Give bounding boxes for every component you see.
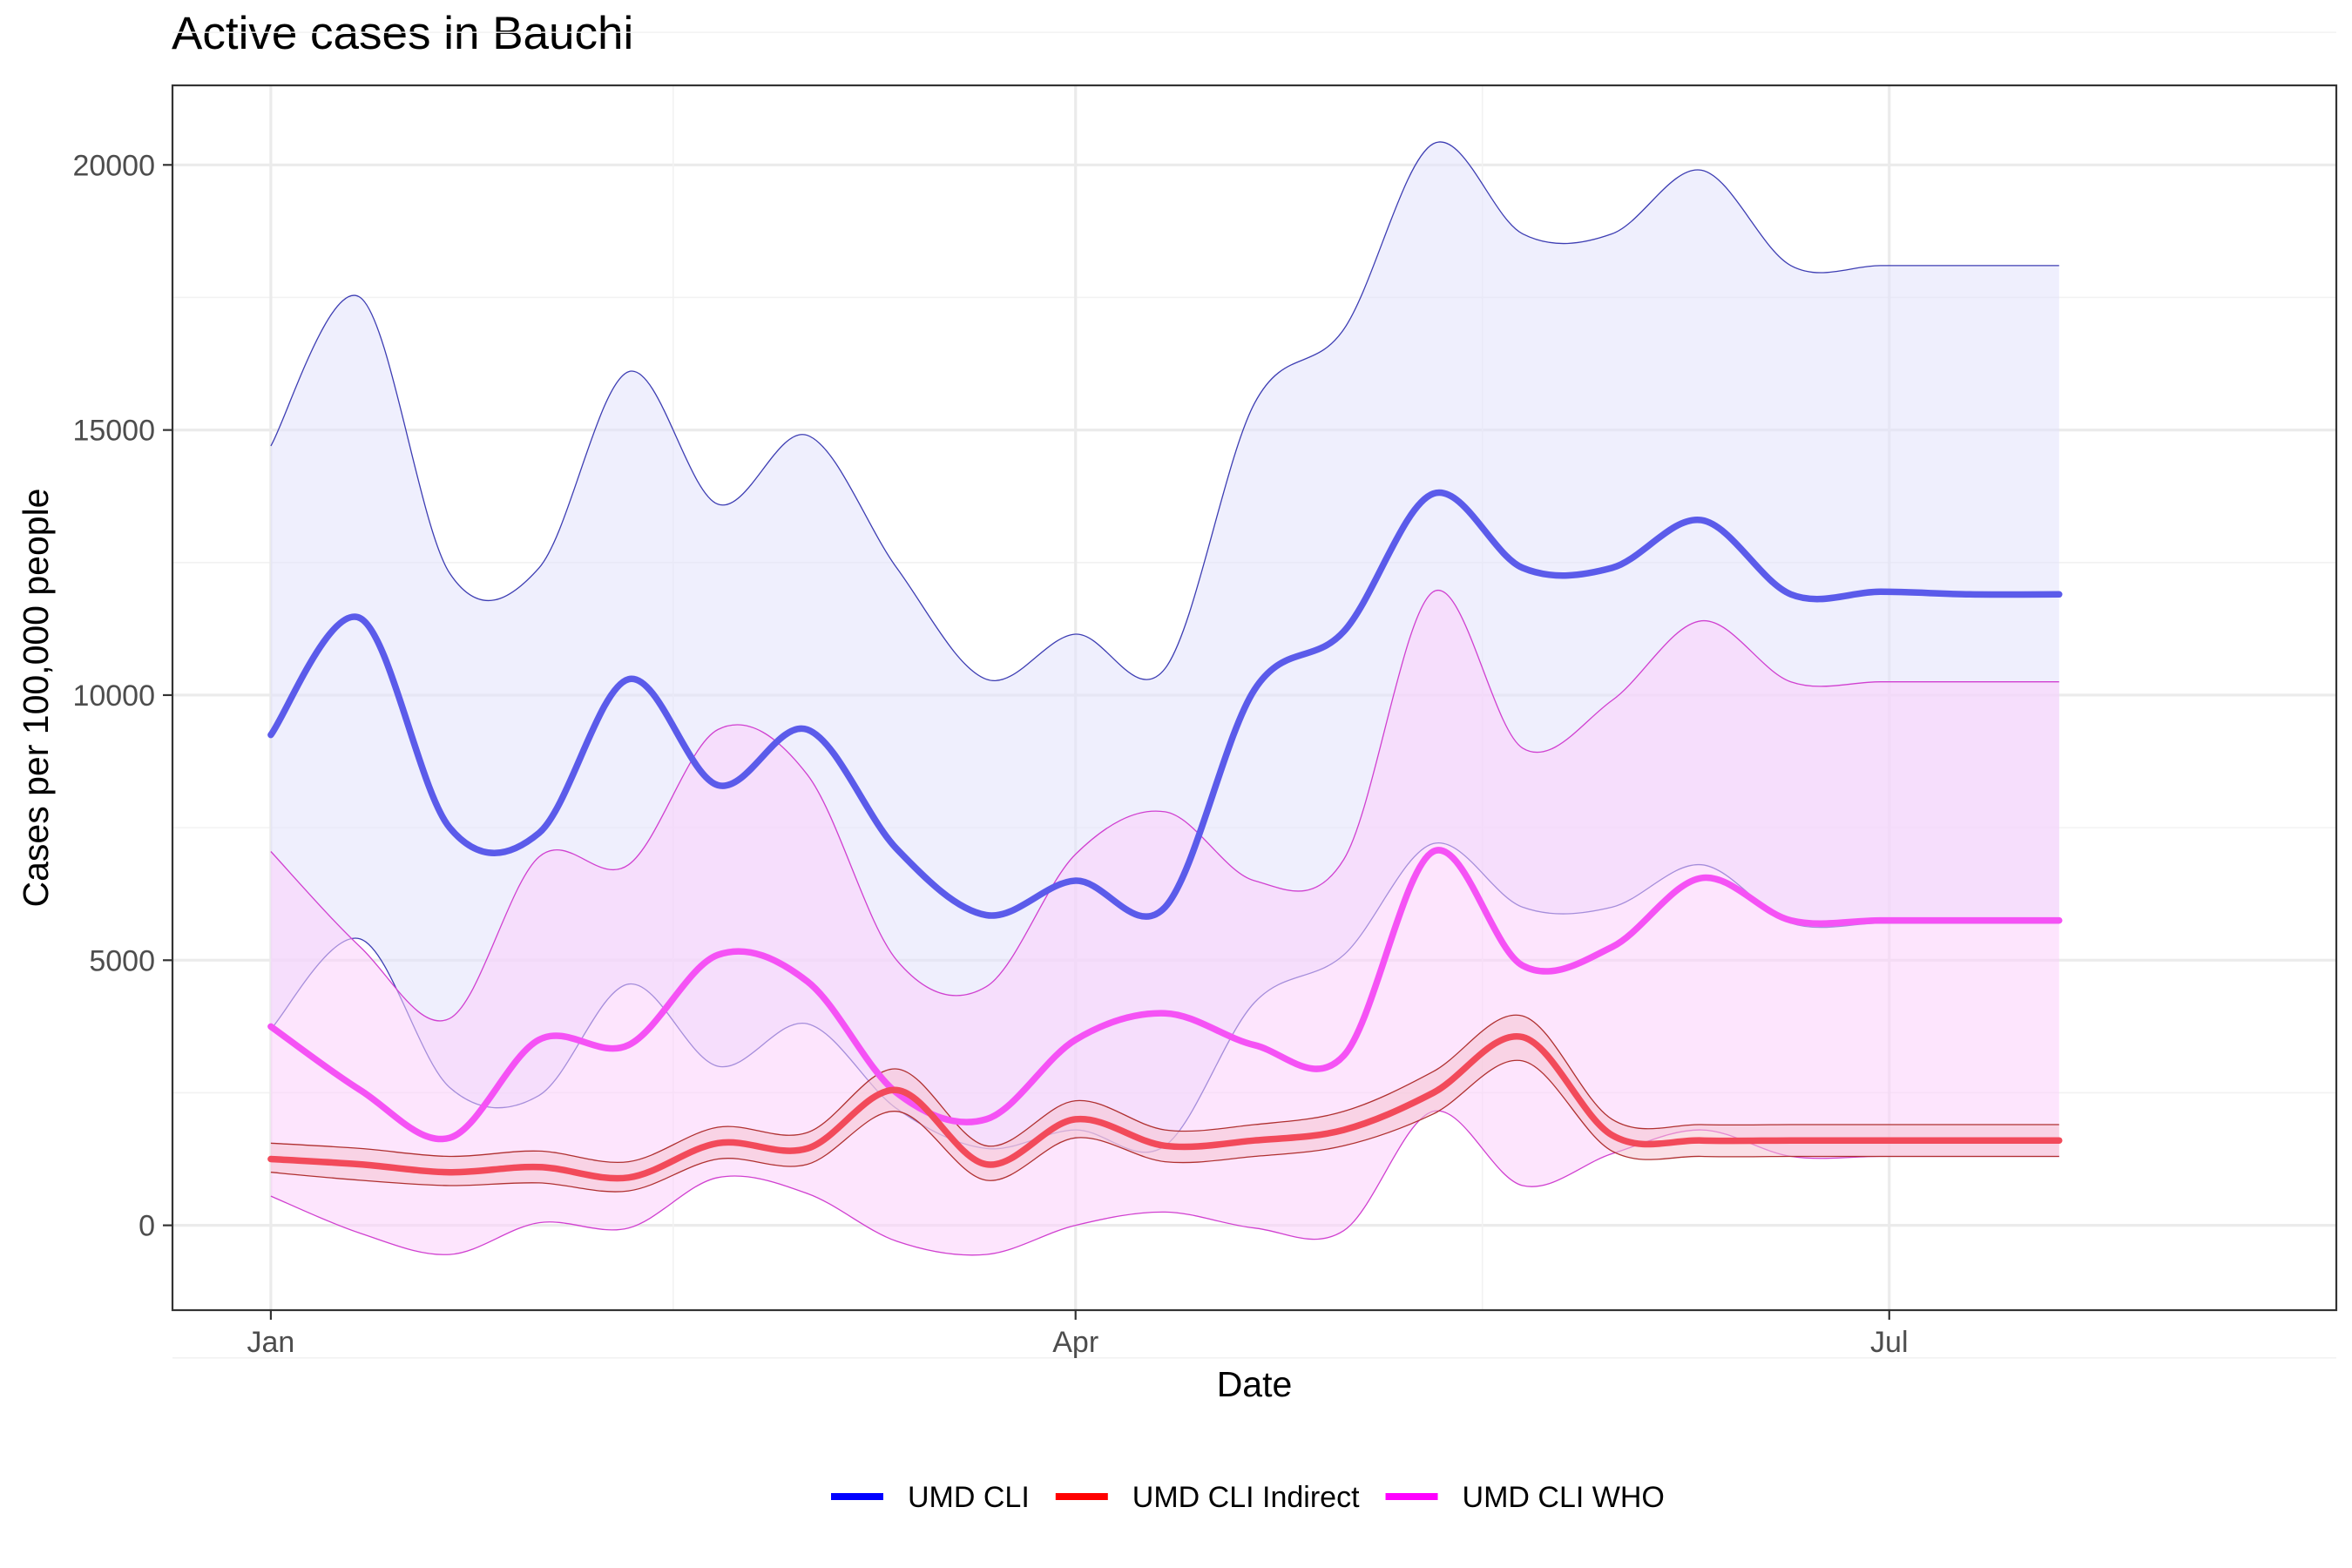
x-tick-label: Jan (247, 1326, 294, 1359)
band-upper-edge-umd-cli (270, 141, 2059, 682)
legend-label-umd-cli-indirect: UMD CLI Indirect (1132, 1481, 1360, 1514)
y-tick-label: 15000 (72, 415, 155, 448)
x-axis: Jan Apr Jul (247, 1310, 1909, 1359)
x-axis-title: Date (1217, 1364, 1293, 1404)
band-lower-edge-umd-cli-indirect (270, 1059, 2059, 1193)
legend: UMD CLI UMD CLI Indirect UMD CLI WHO (831, 1481, 1665, 1514)
x-tick-label: Apr (1052, 1326, 1098, 1359)
line-umd-cli (267, 489, 2063, 920)
chart-title: Active cases in Bauchi (172, 8, 633, 59)
y-tick-label: 5000 (89, 944, 155, 977)
band-upper-edge-umd-cli-who (270, 589, 2059, 1022)
line-umd-cli-who (267, 847, 2063, 1143)
band-umd-cli-indirect (270, 1015, 2059, 1193)
band-upper-edge-umd-cli-indirect (270, 1014, 2059, 1164)
x-tick-label: Jul (1870, 1326, 1908, 1359)
legend-label-umd-cli: UMD CLI (908, 1481, 1030, 1514)
y-axis-title: Cases per 100,000 people (16, 489, 56, 908)
y-tick-label: 10000 (72, 679, 155, 713)
band-umd-cli-who (270, 590, 2059, 1255)
legend-label-umd-cli-who: UMD CLI WHO (1463, 1481, 1665, 1514)
y-tick-label: 0 (139, 1210, 155, 1243)
y-tick-label: 20000 (72, 149, 155, 182)
line-umd-cli-indirect (267, 1032, 2063, 1182)
confidence-bands (270, 141, 2059, 1256)
plot-panel-border (171, 84, 2338, 1312)
series-lines (267, 489, 2063, 1182)
y-axis: 0 5000 10000 15000 20000 (72, 149, 172, 1243)
